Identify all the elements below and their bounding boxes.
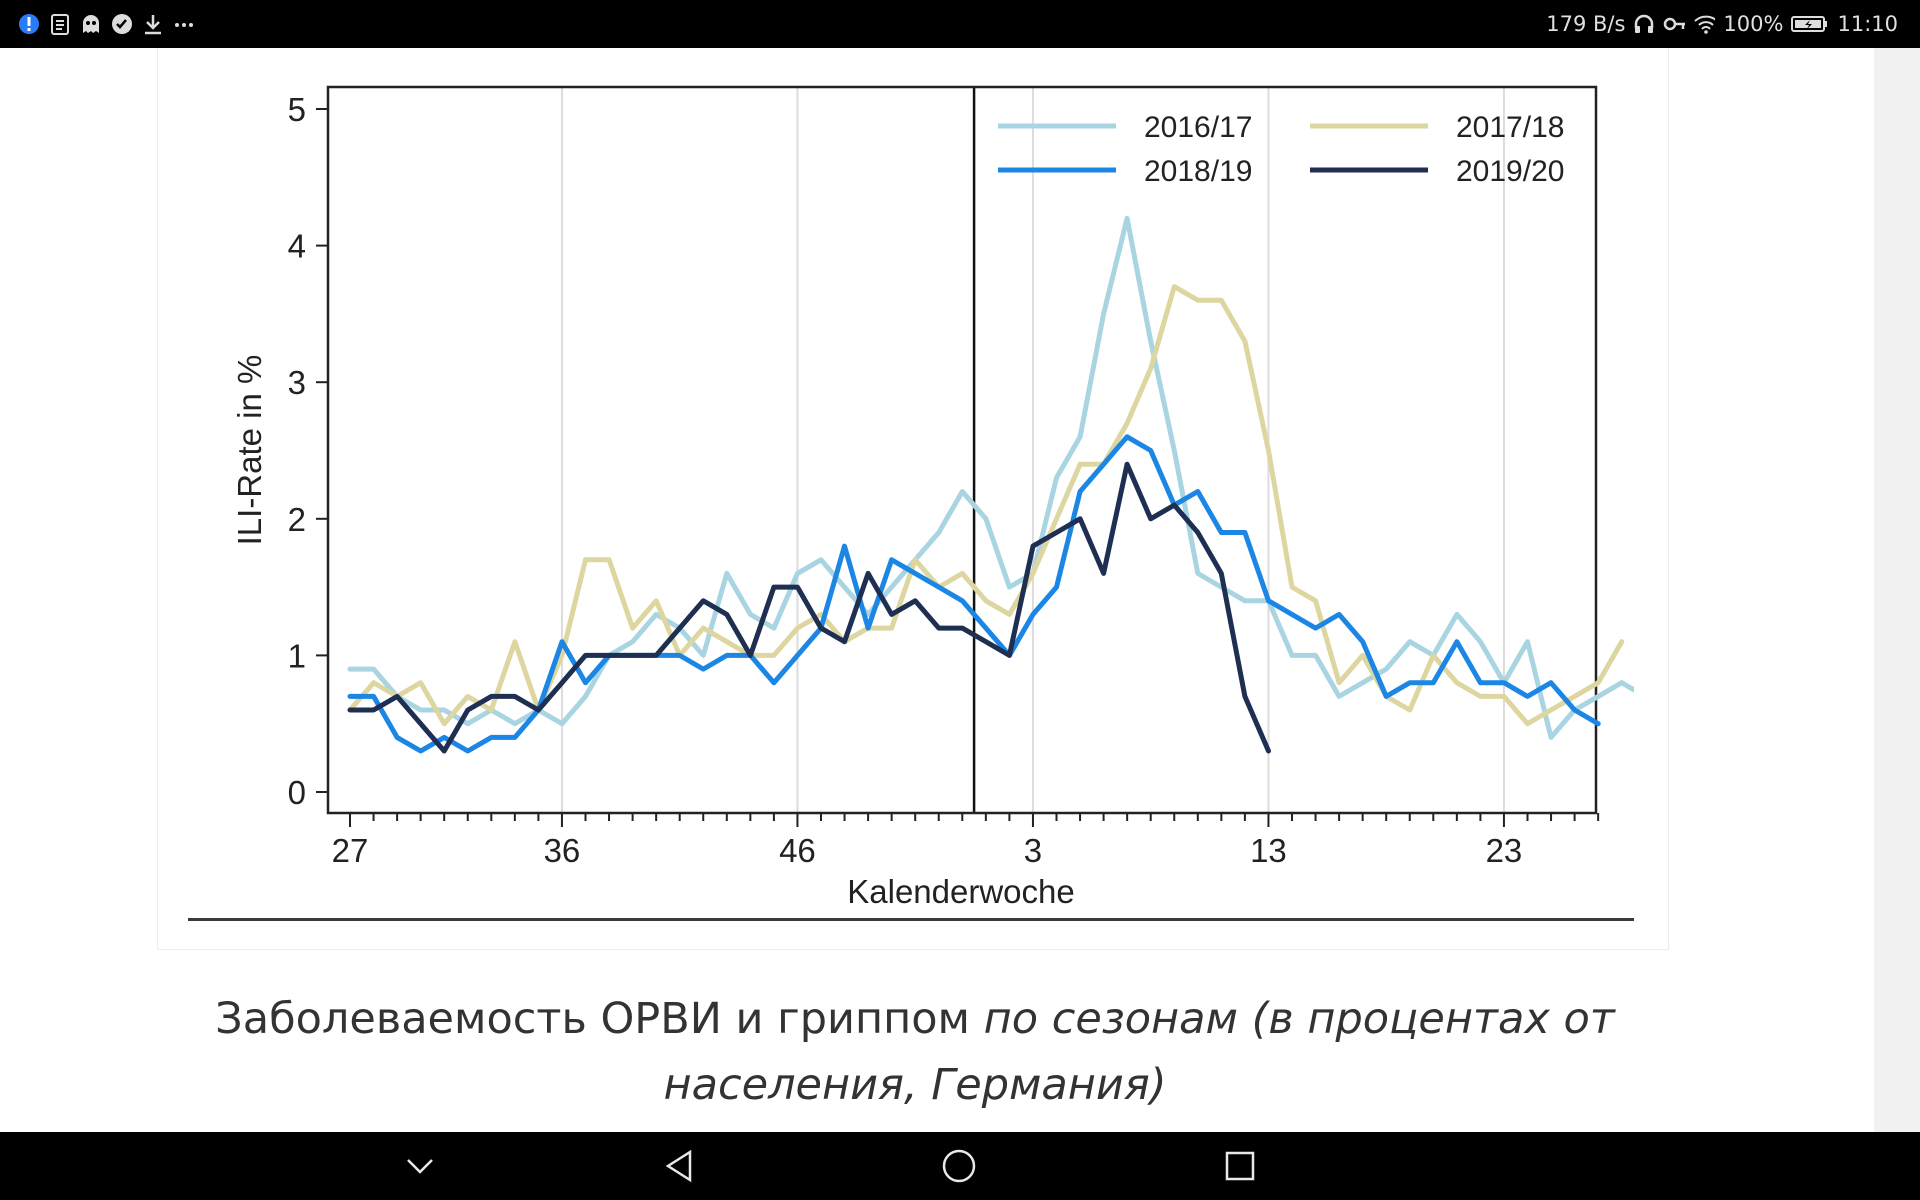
home-circle-icon — [942, 1149, 976, 1183]
chevron-down-icon — [407, 1159, 433, 1174]
scrollbar-track[interactable] — [1874, 48, 1920, 1132]
clipboard-icon — [49, 13, 71, 35]
series-line-2017-18 — [347, 284, 1625, 727]
y-tick-label-4: 4 — [288, 228, 306, 265]
x-axis-label: Kalenderwoche — [847, 873, 1075, 910]
figure-frame — [157, 48, 1669, 950]
caption-italic: по сезонам (в процентах от населения, Ге… — [663, 994, 1615, 1110]
hide-nav-button[interactable] — [396, 1142, 444, 1190]
y-tick-label-5: 5 — [288, 91, 306, 128]
notification-icons — [18, 0, 195, 48]
home-button[interactable] — [935, 1142, 983, 1190]
series-line-2016-17 — [347, 215, 1634, 740]
headphones-icon — [1633, 13, 1655, 35]
y-tick-label-2: 2 — [288, 501, 306, 538]
grid-layer — [560, 87, 1505, 813]
series-layer — [347, 215, 1634, 754]
y-tick-label-0: 0 — [288, 774, 306, 811]
alert-icon — [18, 13, 40, 35]
more-icon — [173, 13, 195, 35]
x-tick-label-46: 46 — [779, 832, 816, 869]
y-tick-label-3: 3 — [288, 364, 306, 401]
network-speed: 179 B/s — [1546, 12, 1626, 36]
navigation-bar — [0, 1132, 1920, 1200]
legend: 2016/17 2017/18 2018/19 2019/20 — [998, 111, 1564, 188]
legend-label-2017-18: 2017/18 — [1456, 111, 1564, 144]
figure-caption: Заболеваемость ОРВИ и гриппом по сезонам… — [180, 986, 1650, 1118]
battery-charging-icon — [1791, 13, 1829, 35]
y-axis-label: ILI-Rate in % — [231, 355, 268, 546]
page-content: 0 1 2 3 4 5 27 36 46 3 13 23 Kalenderwoche ILI-Rate… — [0, 48, 1920, 1132]
recents-button[interactable] — [1216, 1142, 1264, 1190]
x-tick-label-3: 3 — [1024, 832, 1042, 869]
recents-square-icon — [1225, 1151, 1255, 1181]
caption-normal: Заболеваемость ОРВИ и гриппом — [215, 994, 970, 1044]
legend-label-2016-17: 2016/17 — [1144, 111, 1252, 144]
back-button[interactable] — [656, 1142, 704, 1190]
series-line-2018-19 — [347, 434, 1601, 754]
x-tick-label-36: 36 — [544, 832, 581, 869]
check-icon — [111, 13, 133, 35]
clock: 11:10 — [1837, 12, 1898, 36]
battery-percent: 100% — [1723, 12, 1784, 36]
vpn-key-icon — [1663, 13, 1686, 35]
back-triangle-icon — [665, 1149, 692, 1183]
system-indicators: 179 B/s 100% 11:10 — [1546, 0, 1898, 48]
x-tick-label-27: 27 — [332, 832, 369, 869]
series-line-2019-20 — [347, 461, 1271, 754]
status-bar: 179 B/s 100% 11:10 — [0, 0, 1920, 48]
x-tick-label-23: 23 — [1486, 832, 1523, 869]
download-icon — [142, 13, 164, 35]
legend-label-2019-20: 2019/20 — [1456, 155, 1564, 188]
plot-frame — [326, 85, 1598, 815]
ghost-icon — [80, 13, 102, 35]
legend-label-2018-19: 2018/19 — [1144, 155, 1252, 188]
chart-bottom-rule — [188, 918, 1634, 921]
y-tick-label-1: 1 — [288, 637, 306, 674]
wifi-icon — [1693, 13, 1716, 35]
x-tick-label-13: 13 — [1250, 832, 1287, 869]
